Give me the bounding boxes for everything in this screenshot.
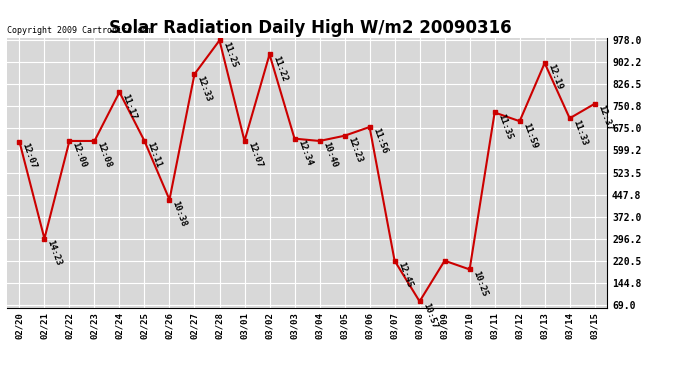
Text: 10:57: 10:57 xyxy=(421,302,439,330)
Text: 11:33: 11:33 xyxy=(571,118,589,147)
Text: 12:08: 12:08 xyxy=(96,141,113,169)
Text: 10:25: 10:25 xyxy=(471,269,489,298)
Text: 11:35: 11:35 xyxy=(496,112,513,141)
Text: 12:00: 12:00 xyxy=(70,141,88,169)
Text: Solar Radiation Daily High W/m2 20090316: Solar Radiation Daily High W/m2 20090316 xyxy=(109,19,512,37)
Text: 11:25: 11:25 xyxy=(221,40,239,69)
Text: 12:37: 12:37 xyxy=(596,104,613,132)
Text: 12:07: 12:07 xyxy=(246,141,264,169)
Text: 12:34: 12:34 xyxy=(296,139,313,167)
Text: 11:22: 11:22 xyxy=(270,54,288,83)
Text: 12:33: 12:33 xyxy=(196,74,213,102)
Text: 11:17: 11:17 xyxy=(121,92,139,120)
Text: 14:23: 14:23 xyxy=(46,238,63,267)
Text: 12:23: 12:23 xyxy=(346,136,364,164)
Text: 12:07: 12:07 xyxy=(21,141,39,170)
Text: 12:45: 12:45 xyxy=(396,261,413,289)
Text: 11:59: 11:59 xyxy=(521,121,539,150)
Text: 12:11: 12:11 xyxy=(146,141,164,169)
Text: 12:19: 12:19 xyxy=(546,63,564,92)
Text: Copyright 2009 Cartronics.com: Copyright 2009 Cartronics.com xyxy=(7,26,152,35)
Text: 10:40: 10:40 xyxy=(321,141,339,169)
Text: 10:38: 10:38 xyxy=(170,200,188,228)
Text: 11:56: 11:56 xyxy=(371,127,388,155)
